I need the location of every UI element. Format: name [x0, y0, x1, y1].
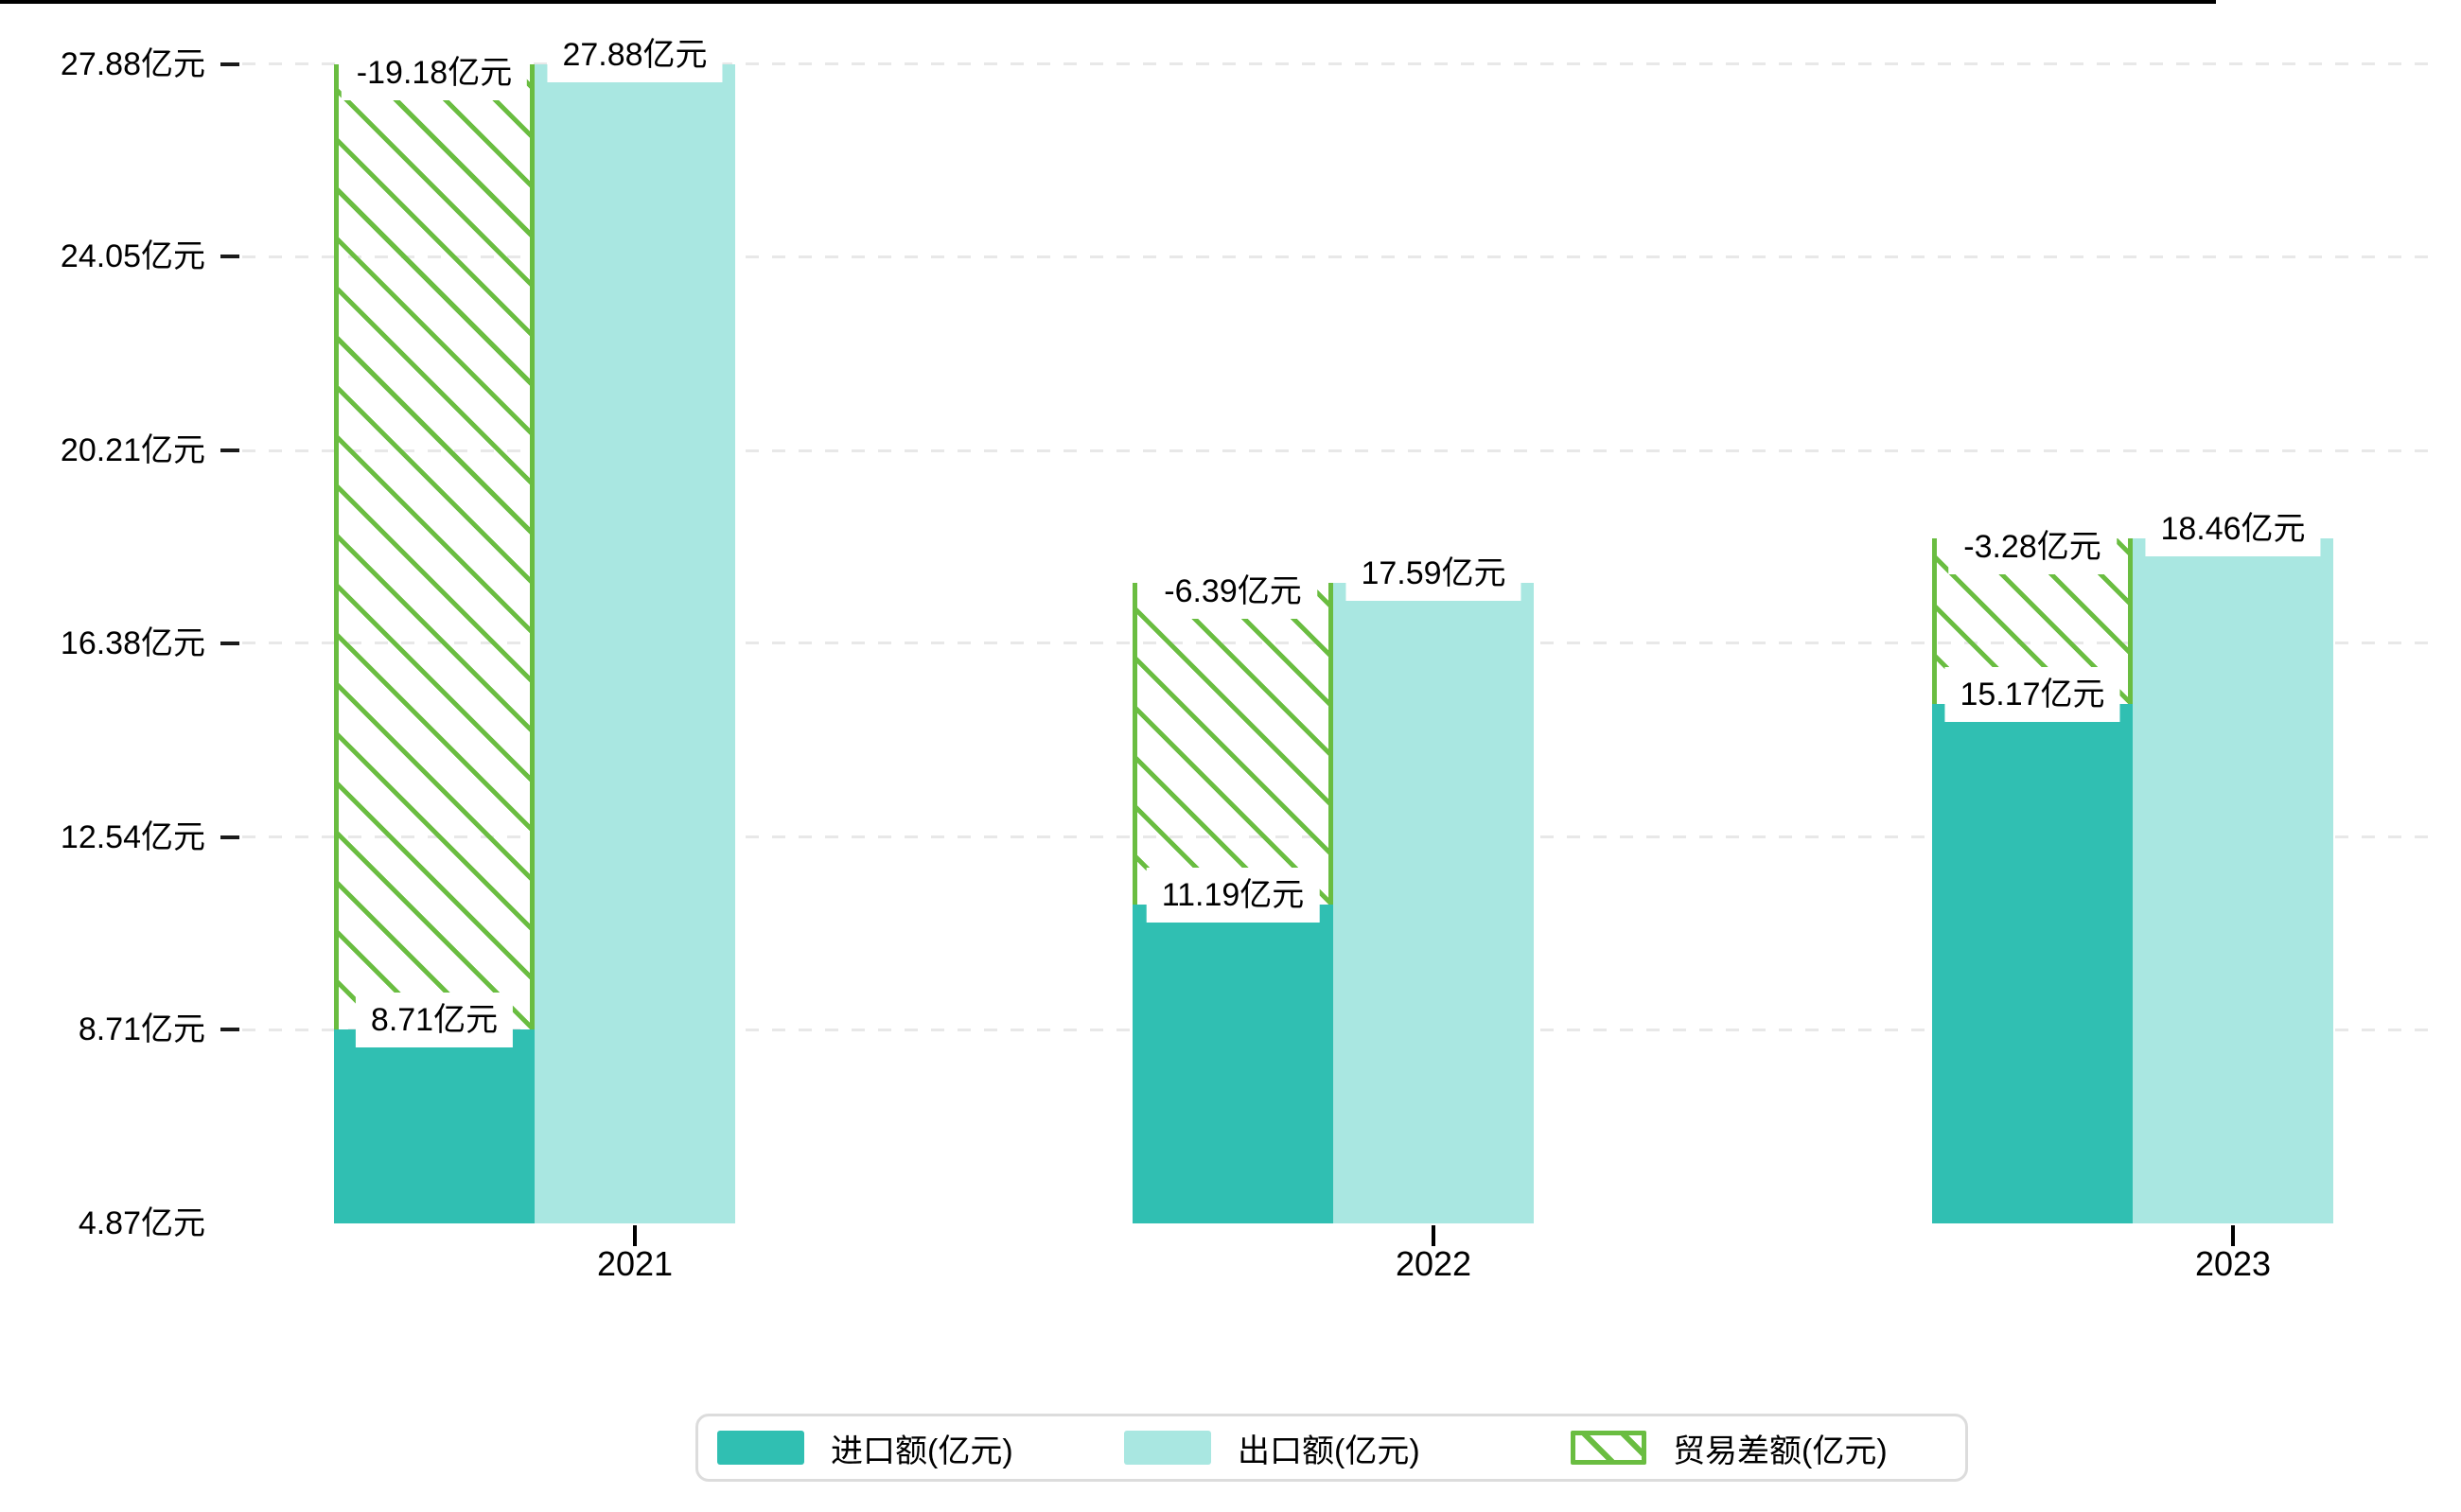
- y-tick-mark-8.71: [220, 1028, 239, 1032]
- legend-label-imports: 进口额(亿元): [831, 1433, 1013, 1469]
- label-import-2022: 11.19亿元: [1146, 868, 1320, 923]
- legend-item-trade-balance[interactable]: 贸易差额(亿元): [1571, 1416, 1888, 1479]
- x-tick-mark-2021: [633, 1225, 637, 1246]
- bar-export-2021[interactable]: [535, 63, 735, 1223]
- legend-item-imports[interactable]: 进口额(亿元): [717, 1416, 1013, 1479]
- bar-export-2023[interactable]: [2133, 538, 2333, 1223]
- y-tick-label-24.05: 24.05亿元: [60, 238, 205, 275]
- y-tick-label-20.21: 20.21亿元: [60, 432, 205, 468]
- y-tick-mark-12.54: [220, 835, 239, 839]
- y-tick-label-16.38: 16.38亿元: [60, 624, 205, 661]
- bar-import-2021[interactable]: [334, 1029, 535, 1223]
- y-tick-mark-27.88: [220, 62, 239, 66]
- bar-trade-balance-2021[interactable]: [334, 63, 535, 1030]
- legend: 进口额(亿元) 出口额(亿元) 贸易差额(亿元): [695, 1414, 1968, 1482]
- trade-balance-hatch-swatch-icon: [1571, 1431, 1646, 1465]
- y-tick-mark-16.38: [220, 641, 239, 645]
- label-export-2022: 17.59亿元: [1345, 545, 1521, 601]
- x-tick-mark-2023: [2231, 1225, 2235, 1246]
- x-tick-mark-2022: [1432, 1225, 1435, 1246]
- x-tick-label-2023: 2023: [2194, 1244, 2272, 1283]
- label-export-2021: 27.88亿元: [547, 26, 723, 82]
- y-tick-label-4.87: 4.87亿元: [78, 1205, 205, 1241]
- x-tick-label-2022: 2022: [1395, 1244, 1472, 1283]
- legend-item-exports[interactable]: 出口额(亿元): [1124, 1416, 1420, 1479]
- bar-trade-balance-2022[interactable]: [1133, 582, 1333, 905]
- gridline-20.21: [242, 448, 2436, 452]
- legend-label-exports: 出口额(亿元): [1238, 1433, 1420, 1469]
- imports-swatch-icon: [717, 1431, 804, 1465]
- x-tick-label-2021: 2021: [596, 1244, 674, 1283]
- label-trade-balance-2021: -19.18亿元: [341, 44, 528, 100]
- gridline-24.05: [242, 255, 2436, 258]
- y-tick-label-8.71: 8.71亿元: [78, 1011, 205, 1048]
- y-tick-mark-24.05: [220, 255, 239, 259]
- x-axis-line: [0, 0, 2216, 4]
- label-import-2023: 15.17亿元: [1944, 667, 2120, 723]
- exports-swatch-icon: [1124, 1431, 1211, 1465]
- bar-import-2023[interactable]: [1932, 704, 2133, 1223]
- bar-import-2022[interactable]: [1133, 905, 1333, 1223]
- label-trade-balance-2023: -3.28亿元: [1948, 519, 2117, 575]
- y-tick-label-27.88: 27.88亿元: [60, 45, 205, 82]
- y-tick-label-12.54: 12.54亿元: [60, 818, 205, 855]
- legend-label-trade-balance: 贸易差额(亿元): [1673, 1433, 1888, 1469]
- label-export-2023: 18.46亿元: [2145, 501, 2321, 557]
- label-trade-balance-2022: -6.39亿元: [1149, 563, 1317, 619]
- y-tick-mark-20.21: [220, 448, 239, 452]
- label-import-2021: 8.71亿元: [355, 993, 514, 1048]
- gridline-27.88: [242, 62, 2436, 65]
- bar-export-2022[interactable]: [1333, 582, 1534, 1223]
